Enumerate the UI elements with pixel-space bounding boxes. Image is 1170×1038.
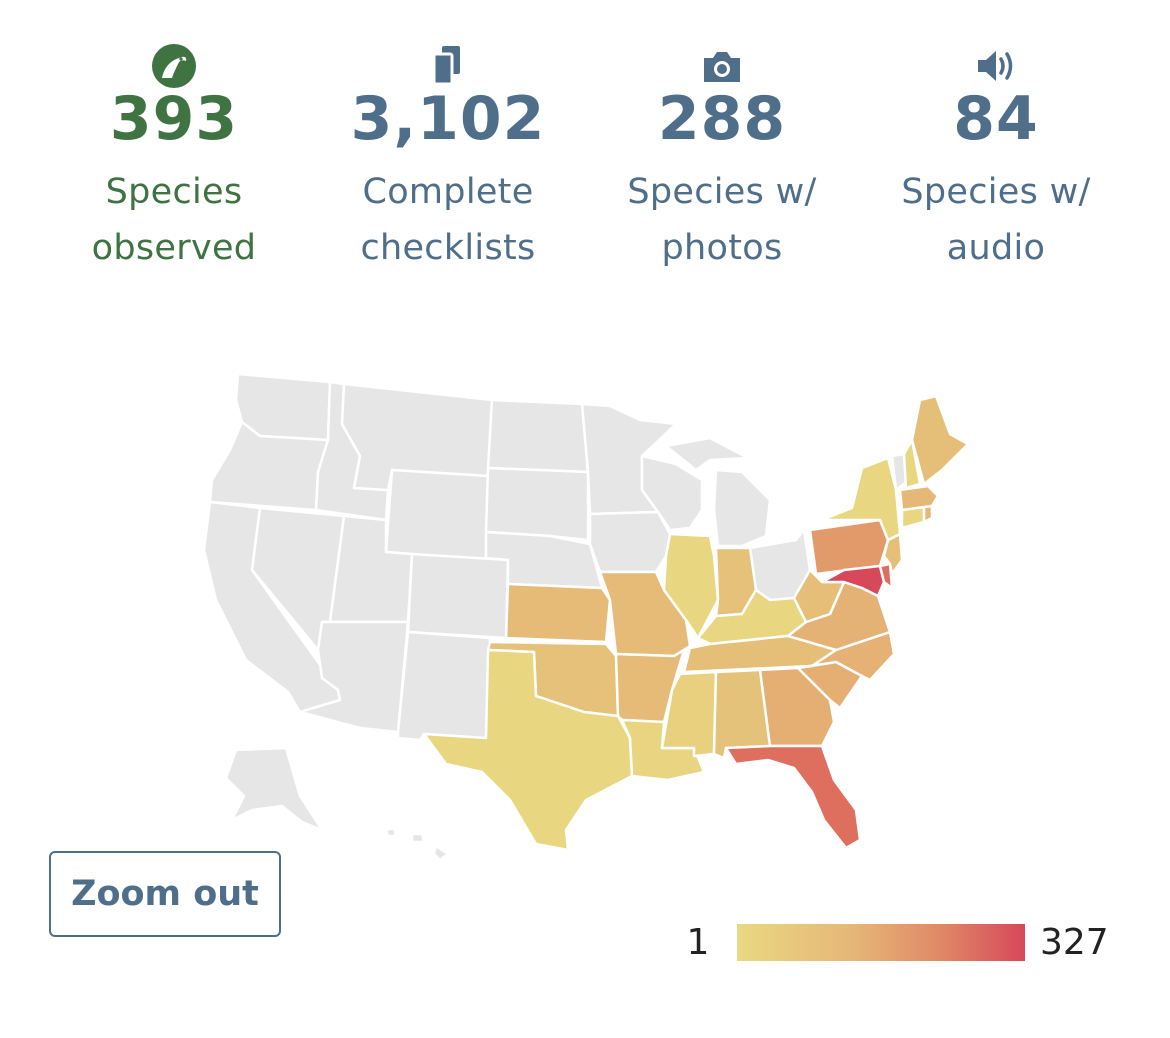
species-photos-label: Species w/ photos — [592, 164, 852, 276]
complete-checklists-value: 3,102 — [350, 84, 546, 154]
state-colorado[interactable] — [406, 552, 510, 640]
state-new-york[interactable] — [820, 456, 902, 542]
label-line-2: observed — [91, 228, 257, 268]
stat-species-observed[interactable]: 393 Species observed — [44, 40, 304, 276]
checklists-icon — [432, 46, 460, 86]
stat-complete-checklists[interactable]: 3,102 Complete checklists — [318, 40, 578, 276]
label-line-1: Complete — [362, 172, 534, 212]
label-line-1: Species w/ — [901, 172, 1091, 212]
label-line-2: audio — [946, 228, 1046, 268]
state-new-mexico[interactable] — [396, 630, 492, 742]
stat-species-with-audio[interactable]: 84 Species w/ audio — [866, 40, 1126, 276]
species-photos-value: 288 — [657, 84, 787, 154]
state-delaware[interactable] — [878, 562, 894, 590]
bird-species-icon — [152, 44, 196, 88]
state-texas[interactable] — [422, 648, 634, 852]
us-states-map[interactable] — [190, 360, 990, 860]
state-maine[interactable] — [910, 394, 970, 486]
label-line-2: photos — [661, 228, 783, 268]
legend-color-scale — [737, 924, 1025, 961]
species-audio-label: Species w/ audio — [866, 164, 1126, 276]
state-iowa[interactable] — [588, 510, 672, 574]
state-new-hampshire[interactable] — [902, 438, 922, 490]
stats-row: 393 Species observed 3,102 Complete chec… — [0, 40, 1170, 300]
complete-checklists-label: Complete checklists — [318, 164, 578, 276]
label-line-2: checklists — [360, 228, 536, 268]
state-massachusetts[interactable] — [898, 484, 940, 512]
species-observed-value: 393 — [109, 84, 239, 154]
stat-species-with-photos[interactable]: 288 Species w/ photos — [592, 40, 852, 276]
zoom-out-button[interactable]: Zoom out — [49, 851, 281, 937]
state-south-dakota[interactable] — [484, 466, 590, 542]
legend-max-label: 327 — [1040, 922, 1109, 963]
species-observed-label: Species observed — [44, 164, 304, 276]
camera-icon — [704, 52, 740, 82]
label-line-1: Species w/ — [627, 172, 817, 212]
state-kansas[interactable] — [504, 582, 612, 644]
state-michigan[interactable] — [664, 436, 772, 548]
state-missouri[interactable] — [598, 570, 692, 658]
legend-min-label: 1 — [686, 922, 710, 963]
state-north-dakota[interactable] — [486, 398, 590, 474]
state-rhode-island[interactable] — [922, 504, 934, 524]
state-louisiana[interactable] — [620, 718, 706, 782]
state-alaska[interactable] — [224, 746, 324, 832]
state-wyoming[interactable] — [384, 468, 490, 562]
state-florida[interactable] — [724, 744, 862, 850]
speaker-icon — [978, 51, 1013, 81]
species-audio-value: 84 — [953, 84, 1039, 154]
state-wisconsin[interactable] — [640, 454, 704, 532]
label-line-1: Species — [105, 172, 243, 212]
state-hawaii[interactable] — [384, 826, 450, 860]
